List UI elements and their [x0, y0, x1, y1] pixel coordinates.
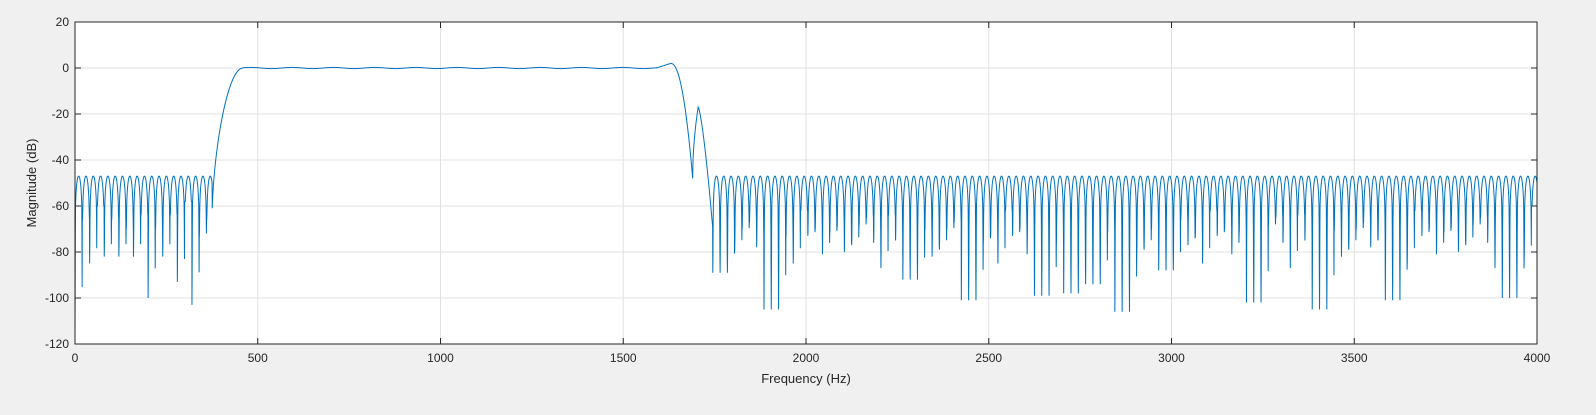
y-tick-label: -120 [45, 337, 69, 351]
x-tick-label: 1500 [610, 351, 637, 365]
x-tick-label: 4000 [1524, 351, 1551, 365]
axes-box [74, 21, 1538, 345]
x-tick-label: 3500 [1341, 351, 1368, 365]
x-axis-label: Frequency (Hz) [761, 371, 851, 386]
x-tick-label: 500 [248, 351, 268, 365]
y-tick-label: -60 [52, 199, 70, 213]
y-tick-label: 0 [62, 61, 69, 75]
tick-labels: 0 500 1000 1500 2000 2500 3000 3500 4000 20 0 -20 -4… [45, 15, 1551, 365]
y-tick-label: -40 [52, 153, 70, 167]
x-tick-label: 0 [72, 351, 79, 365]
y-tick-label: -80 [52, 245, 70, 259]
x-tick-label: 2000 [793, 351, 820, 365]
magnitude-response-line [74, 62, 1538, 331]
x-tick-label: 1000 [427, 351, 454, 365]
x-tick-label: 2500 [975, 351, 1002, 365]
x-tick-label: 3000 [1158, 351, 1185, 365]
y-tick-label: 20 [56, 15, 70, 29]
y-tick-label: -20 [52, 107, 70, 121]
y-tick-label: -100 [45, 291, 69, 305]
y-axis-label: Magnitude (dB) [24, 139, 39, 228]
